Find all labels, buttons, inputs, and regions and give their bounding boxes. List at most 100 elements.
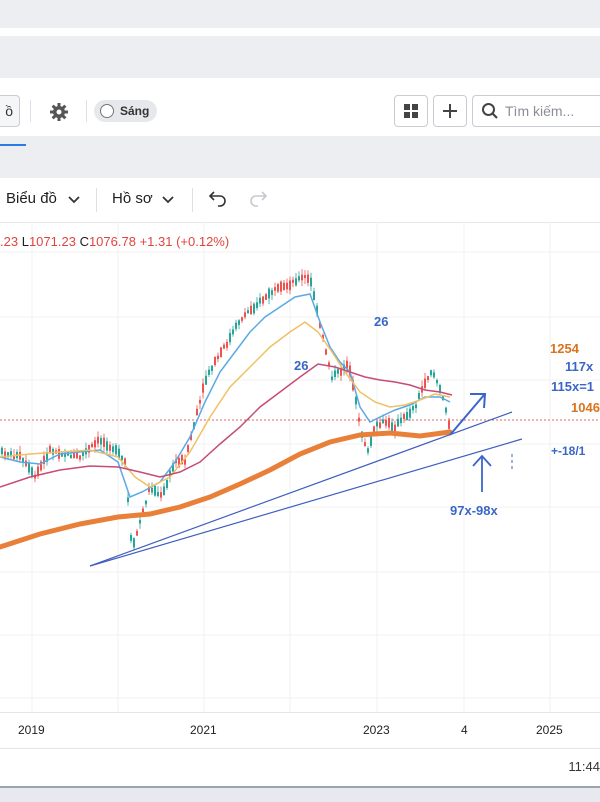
undo-button[interactable] [206, 190, 230, 210]
profile-menu-dropdown[interactable]: Hồ sơ [112, 178, 182, 222]
candle-body [334, 370, 336, 377]
header-band [0, 36, 600, 78]
candle-body [70, 454, 72, 458]
divider [96, 188, 97, 212]
redo-button[interactable] [248, 190, 272, 210]
candle-body [7, 452, 9, 458]
candle-body [445, 407, 447, 413]
candle-body [343, 364, 345, 371]
ohlc-change-value: +1.31 (+0.12%) [139, 234, 230, 249]
candle-body [340, 368, 342, 376]
candle-body [250, 305, 252, 315]
candle-body [94, 440, 96, 448]
chart-menu-label: Biểu đồ [6, 190, 57, 207]
candle-body [409, 408, 411, 418]
candle-body [382, 419, 384, 424]
candle-body [349, 365, 351, 376]
band-gap [0, 78, 600, 86]
time-axis[interactable]: 2019 2021 2023 4 2025 [0, 712, 600, 749]
chevron-down-icon [68, 196, 80, 204]
ohlc-low-value: 1071.23 [28, 234, 76, 249]
theme-toggle[interactable]: Sáng [94, 100, 157, 122]
candle-body [22, 458, 24, 463]
search-input[interactable]: Tìm kiếm... [505, 103, 575, 119]
candle-body [316, 305, 318, 315]
candle-body [277, 284, 279, 292]
candle-body [100, 438, 102, 445]
annotation-26-mid: 26 [294, 358, 308, 373]
price-chart[interactable]: 26 26 1254 117x 115x=1 1046 +-18/1 97x-9… [0, 222, 600, 712]
candle-body [229, 333, 231, 343]
candle-body [73, 451, 75, 459]
ma200-line [0, 429, 453, 550]
candle-body [286, 282, 288, 290]
chart-menu-dropdown[interactable]: Biểu đồ [6, 178, 92, 222]
candle-body [406, 412, 408, 420]
candle-body [163, 486, 165, 495]
candle-body [40, 461, 42, 471]
axis-label-4: 4 [461, 723, 468, 737]
profile-menu-label: Hồ sơ [112, 190, 153, 207]
candle-body [298, 276, 300, 281]
settings-button[interactable] [46, 99, 72, 125]
add-button[interactable] [433, 95, 467, 127]
candle-body [283, 282, 285, 291]
candle-body [223, 344, 225, 349]
candle-body [181, 455, 183, 465]
candle-body [127, 497, 129, 503]
candle-body [82, 452, 84, 456]
ma100-line [0, 363, 453, 488]
candle-body [88, 445, 90, 453]
divider [86, 100, 87, 122]
candle-body [307, 274, 309, 283]
partial-menu-button[interactable]: ồ [0, 95, 20, 127]
panel-header-band [0, 136, 600, 178]
candle-body [352, 380, 354, 391]
candle-body [295, 278, 297, 286]
candle-body [1, 447, 3, 455]
annotation-support-zone: 97x-98x [450, 503, 498, 518]
layout-grid-button[interactable] [394, 95, 428, 127]
candle-body [244, 312, 246, 318]
candle-body [400, 417, 402, 424]
ma20-line [0, 293, 451, 498]
candle-body [292, 279, 294, 283]
partial-menu-label: ồ [5, 103, 13, 119]
candle-body [370, 436, 372, 446]
grid [0, 222, 600, 712]
annotation-1254: 1254 [550, 341, 580, 356]
ohlc-close-key: C [79, 234, 89, 249]
candle-body [208, 369, 210, 375]
candle-body [112, 446, 114, 453]
candle-body [238, 320, 240, 325]
candle-body [394, 424, 396, 433]
ohlc-open-value: .23 [0, 234, 19, 249]
candle-body [220, 347, 222, 357]
annotation-1046: 1046 [571, 400, 600, 415]
candle-body [313, 291, 315, 301]
candle-body [193, 422, 195, 430]
annotation-26-top: 26 [374, 314, 388, 329]
candle-body [418, 393, 420, 399]
candle-body [436, 380, 438, 384]
candle-body [79, 455, 81, 460]
plus-icon [443, 104, 457, 118]
grid-icon [404, 104, 418, 118]
candle-body [151, 487, 153, 493]
candle-body [430, 370, 432, 376]
candle-body [157, 492, 159, 496]
candle-body [199, 399, 201, 404]
divider [30, 100, 31, 122]
candle-body [253, 303, 255, 314]
candle-body [172, 463, 174, 472]
candle-body [37, 466, 39, 477]
candle-body [448, 420, 450, 429]
annotation-117x: 117x [565, 359, 594, 374]
candle-body [130, 535, 132, 541]
candle-body [154, 486, 156, 496]
candle-body [232, 329, 234, 335]
undo-icon [208, 191, 226, 207]
candle-body [337, 369, 339, 374]
search-box[interactable]: Tìm kiếm... [472, 95, 600, 127]
axis-label-2023: 2023 [363, 723, 390, 737]
